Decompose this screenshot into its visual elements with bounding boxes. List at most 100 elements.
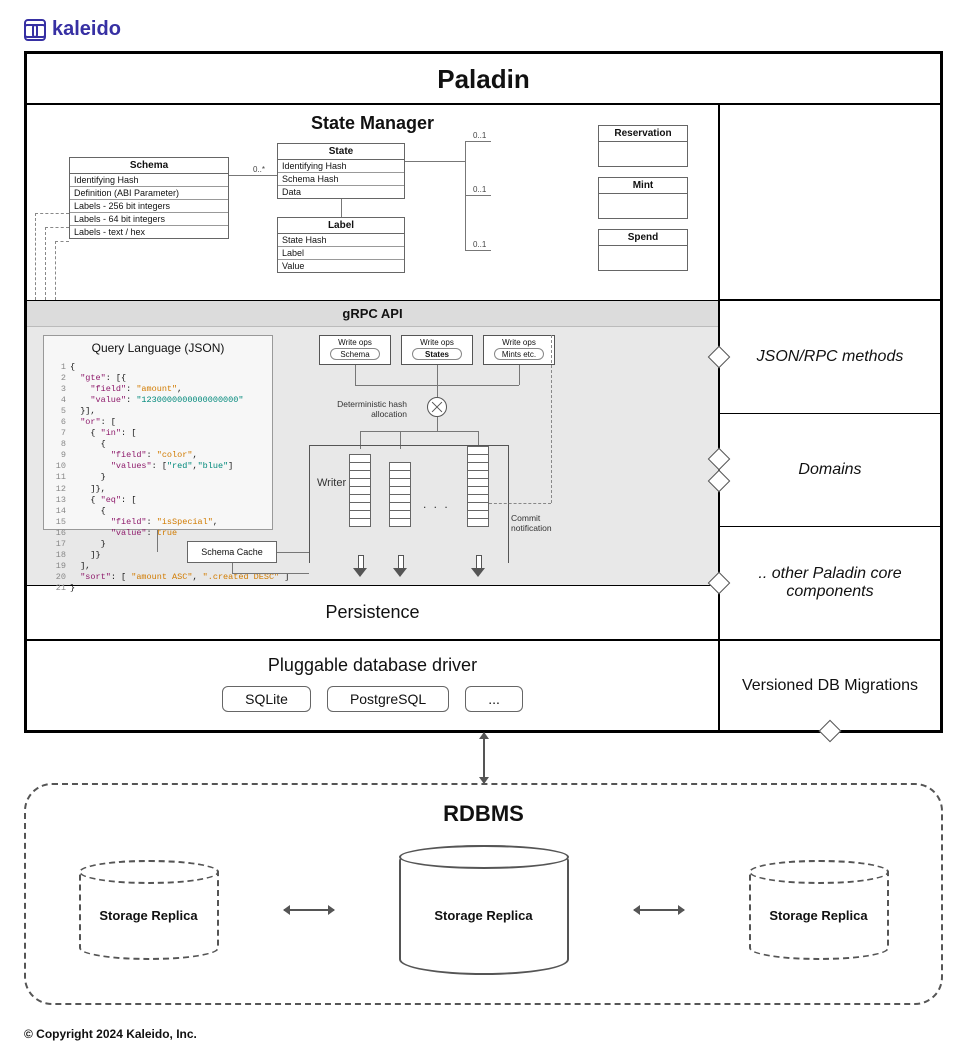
write-ops-states: Write ops States <box>401 335 473 365</box>
copyright: © Copyright 2024 Kaleido, Inc. <box>24 1027 943 1041</box>
migrations-label: Versioned DB Migrations <box>742 677 918 695</box>
connector <box>437 417 438 431</box>
uml-schema: Schema Identifying Hash Definition (ABI … <box>69 157 229 239</box>
bi-arrow-icon <box>819 720 842 743</box>
storage-replica-right: Storage Replica <box>749 860 889 960</box>
connector <box>157 530 158 552</box>
driver-title: Pluggable database driver <box>27 655 718 676</box>
connector <box>232 573 309 574</box>
hash-allocation-icon <box>427 397 447 417</box>
side-label: JSON/RPC methods <box>757 348 904 366</box>
connector <box>341 199 342 217</box>
mini-title: Reservation <box>599 126 687 142</box>
driver-chip-more: ... <box>465 686 523 712</box>
connector-dashed <box>45 227 69 228</box>
write-ops-bubble: Mints etc. <box>494 348 544 360</box>
bi-arrow-icon <box>284 909 334 911</box>
connector <box>355 365 356 385</box>
paladin-title: Paladin <box>27 54 940 105</box>
side-label: Domains <box>798 461 861 479</box>
uml-field: Label <box>278 247 404 260</box>
uml-label: Label State Hash Label Value <box>277 217 405 273</box>
schema-cache: Schema Cache <box>187 541 277 563</box>
write-ops-label: Write ops <box>338 338 372 347</box>
uml-state-title: State <box>278 144 404 160</box>
connector-dashed <box>489 503 551 504</box>
connector <box>360 431 478 432</box>
uml-field: Identifying Hash <box>278 160 404 173</box>
connector <box>519 365 520 385</box>
connector-dashed <box>35 213 36 300</box>
multiplicity: 0..1 <box>473 240 486 249</box>
side-label: .. other Paladin core components <box>720 565 940 601</box>
mini-title: Mint <box>599 178 687 194</box>
down-arrow-icon <box>353 555 367 577</box>
brand-logo-icon <box>24 19 46 41</box>
mini-title: Spend <box>599 230 687 246</box>
bi-arrow-icon <box>708 448 731 471</box>
side-other-components: .. other Paladin core components <box>720 527 940 639</box>
side-empty <box>720 105 940 300</box>
mini-spend: Spend <box>598 229 688 271</box>
paladin-rdbms-connector <box>483 733 485 783</box>
write-ops-label: Write ops <box>502 338 536 347</box>
grpc-bar: gRPC API <box>27 301 718 327</box>
connector <box>229 175 277 176</box>
writer-stack <box>349 455 371 527</box>
mini-reservation: Reservation <box>598 125 688 167</box>
uml-field: Labels - text / hex <box>70 226 228 238</box>
uml-field: Schema Hash <box>278 173 404 186</box>
side-migrations: Versioned DB Migrations <box>720 641 940 730</box>
pluggable-driver: Pluggable database driver SQLite Postgre… <box>27 641 720 730</box>
uml-label-title: Label <box>278 218 404 234</box>
connector <box>465 195 491 196</box>
uml-field: State Hash <box>278 234 404 247</box>
query-code: 1{ 2 "gte": [{ 3 "field": "amount", 4 "v… <box>44 360 272 600</box>
hash-label: Deterministic hash allocation <box>327 399 407 419</box>
connector <box>405 161 465 162</box>
state-manager: State Manager Schema Identifying Hash De… <box>27 105 718 300</box>
storage-replica-center: Storage Replica <box>399 845 569 975</box>
driver-chip-sqlite: SQLite <box>222 686 311 712</box>
replica-label: Storage Replica <box>434 908 532 923</box>
paladin-container: Paladin State Manager Schema Identifying… <box>24 51 943 733</box>
rdbms-container: RDBMS Storage Replica Storage Replica St… <box>24 783 943 1005</box>
writer-stack <box>467 447 489 527</box>
connector <box>465 250 491 251</box>
rdbms-title: RDBMS <box>46 801 921 827</box>
bi-arrow-icon <box>708 572 731 595</box>
bi-arrow-icon <box>708 346 731 369</box>
connector <box>277 552 309 553</box>
connector <box>232 563 233 573</box>
write-ops-bubble: Schema <box>330 348 380 360</box>
write-ops-label: Write ops <box>420 338 454 347</box>
connector-dashed <box>45 227 46 300</box>
uml-schema-title: Schema <box>70 158 228 174</box>
connector <box>465 141 466 251</box>
uml-field: Value <box>278 260 404 272</box>
mini-mint: Mint <box>598 177 688 219</box>
multiplicity: 0..1 <box>473 185 486 194</box>
uml-state: State Identifying Hash Schema Hash Data <box>277 143 405 199</box>
writer-stack <box>389 463 411 527</box>
side-json-rpc: JSON/RPC methods <box>720 301 940 414</box>
down-arrow-icon <box>393 555 407 577</box>
replica-label: Storage Replica <box>99 908 197 923</box>
storage-replica-left: Storage Replica <box>79 860 219 960</box>
connector <box>465 141 491 142</box>
query-language-box: Query Language (JSON) 1{ 2 "gte": [{ 3 "… <box>43 335 273 530</box>
write-ops-bubble: States <box>412 348 462 360</box>
side-domains: Domains <box>720 414 940 527</box>
connector-dashed <box>55 241 56 300</box>
connector <box>355 385 519 386</box>
bi-arrow-icon <box>708 470 731 493</box>
brand-logo: kaleido <box>24 18 943 41</box>
uml-field: Data <box>278 186 404 198</box>
connector-dashed <box>55 241 69 242</box>
connector-dashed <box>551 335 552 503</box>
ellipsis: . . . <box>423 497 450 511</box>
multiplicity: 0..1 <box>473 131 486 140</box>
uml-field: Definition (ABI Parameter) <box>70 187 228 200</box>
uml-field: Labels - 64 bit integers <box>70 213 228 226</box>
write-ops-mints: Write ops Mints etc. <box>483 335 555 365</box>
